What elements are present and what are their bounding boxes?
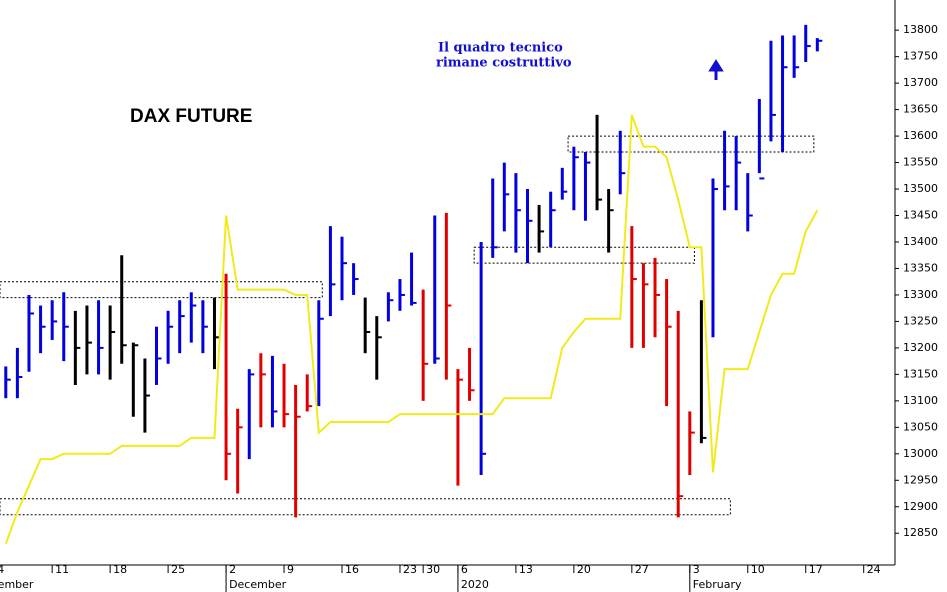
zone: [0, 281, 323, 299]
month-label: February: [693, 578, 742, 591]
y-tick-label: 13300: [903, 288, 938, 301]
x-tick-label: 30: [426, 563, 440, 576]
x-tick-label: 17: [809, 563, 823, 576]
y-tick-label: 12850: [903, 526, 938, 539]
zone: [473, 246, 695, 264]
month-label: 2020: [461, 578, 489, 591]
y-tick-label: 13150: [903, 367, 938, 380]
y-tick-label: 13750: [903, 50, 938, 63]
x-tick-label: 23: [403, 563, 417, 576]
x-tick-label: 10: [751, 563, 765, 576]
y-tick-label: 13500: [903, 182, 938, 195]
x-tick-label: 25: [171, 563, 185, 576]
annotation: rimane costruttivo: [436, 56, 572, 71]
y-tick-label: 13450: [903, 209, 938, 222]
y-tick-label: 13400: [903, 235, 938, 248]
month-label: November: [0, 578, 34, 591]
y-tick-label: 13200: [903, 341, 938, 354]
y-tick-label: 13650: [903, 103, 938, 116]
x-tick-label: 16: [345, 563, 359, 576]
month-label: December: [229, 578, 287, 591]
y-tick-label: 12900: [903, 500, 938, 513]
x-tick-label: 9: [287, 563, 294, 576]
x-tick-label: 2: [229, 563, 236, 576]
annotation: Il quadro tecnico: [438, 41, 563, 56]
y-tick-label: 13250: [903, 314, 938, 327]
y-tick-label: 13700: [903, 76, 938, 89]
up-arrow: [708, 59, 724, 80]
x-tick-label: 24: [867, 563, 881, 576]
y-tick-label: 13000: [903, 447, 938, 460]
y-tick-label: 13600: [903, 129, 938, 142]
zone: [567, 135, 815, 153]
y-tick-label: 13550: [903, 156, 938, 169]
y-tick-label: 12950: [903, 473, 938, 486]
y-tick-label: 13050: [903, 420, 938, 433]
x-tick-label: 13: [519, 563, 533, 576]
x-tick-label: 4: [0, 563, 4, 576]
chart-title: DAX FUTURE: [130, 106, 252, 127]
x-tick-label: 20: [577, 563, 591, 576]
y-tick-label: 13800: [903, 23, 938, 36]
x-tick-label: 6: [461, 563, 468, 576]
x-tick-label: 18: [113, 563, 127, 576]
x-tick-label: 11: [55, 563, 69, 576]
x-tick-label: 3: [693, 563, 700, 576]
y-tick-label: 13100: [903, 394, 938, 407]
y-tick-label: 13350: [903, 261, 938, 274]
zone: [0, 498, 731, 516]
x-tick-label: 27: [635, 563, 649, 576]
trailing-line: [4, 114, 819, 545]
